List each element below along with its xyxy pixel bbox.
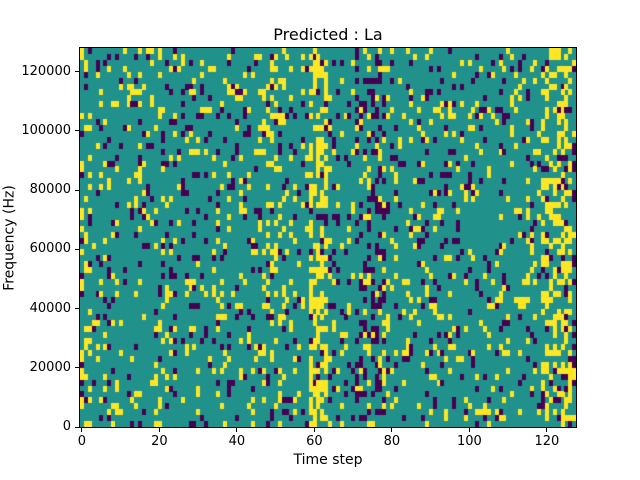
y-tick-label: 80000 [29,182,71,198]
x-tick-mark [158,428,160,432]
heatmap-canvas [80,48,576,427]
x-tick-label: 80 [383,434,401,449]
y-tick-label: 20000 [29,359,71,375]
y-tick-mark [75,130,79,132]
x-tick-mark [546,428,548,432]
y-tick-mark [75,189,79,191]
x-axis-label: Time step [293,452,363,468]
y-tick-mark [75,248,79,250]
x-tick-mark [236,428,238,432]
chart-title: Predicted : La [273,25,383,44]
x-tick-label: 100 [457,434,482,449]
y-tick-label: 0 [62,419,71,434]
x-tick-label: 20 [151,434,168,449]
y-tick-label: 100000 [21,122,71,138]
y-tick-mark [75,308,79,310]
x-tick-label: 60 [306,434,323,449]
plot-area [79,47,577,428]
x-tick-mark [391,428,393,432]
y-tick-mark [75,71,79,73]
x-tick-label: 120 [534,434,560,449]
x-tick-label: 40 [228,434,246,449]
y-tick-label: 120000 [21,63,71,79]
x-tick-mark [468,428,470,432]
y-tick-label: 40000 [29,300,71,316]
x-tick-label: 0 [77,434,87,449]
y-tick-mark [75,426,79,428]
x-tick-mark [81,428,83,432]
y-tick-label: 60000 [29,241,71,257]
y-tick-mark [75,367,79,369]
x-tick-mark [313,428,315,432]
